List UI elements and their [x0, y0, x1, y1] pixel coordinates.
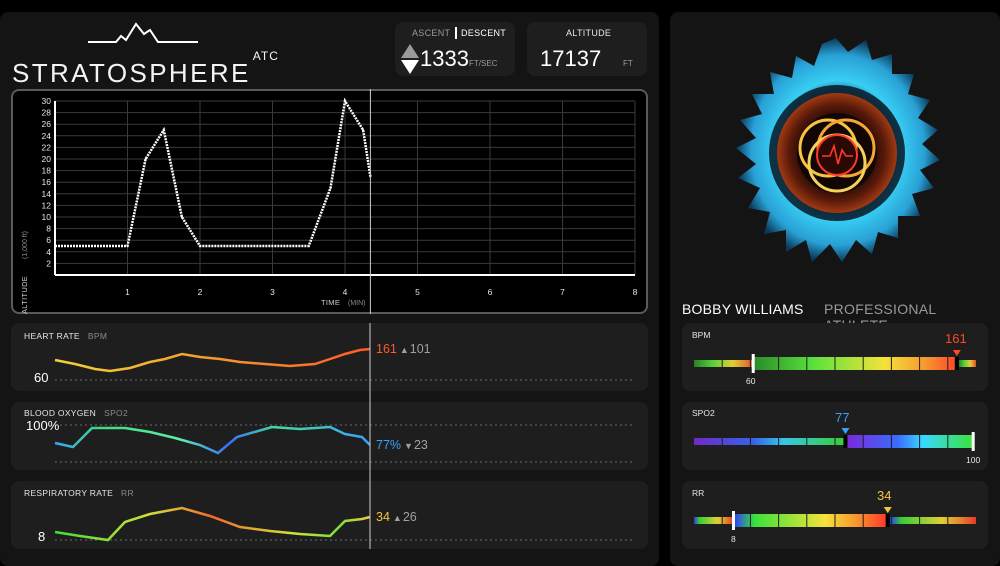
- descent-label: DESCENT: [461, 28, 507, 38]
- ascent-descent-divider: [455, 27, 457, 39]
- y-tick-label: 26: [42, 119, 52, 129]
- blood-oxygen-label: BLOOD OXYGEN SPO2: [24, 408, 128, 418]
- up-down-triangle-icon: [401, 44, 419, 74]
- x-tick-label: 4: [343, 287, 348, 297]
- spo2-gauge-track: [694, 438, 844, 445]
- y-tick-label: 14: [42, 189, 52, 199]
- altitude-point: [180, 216, 183, 218]
- hr-sparkline: [54, 347, 371, 373]
- x-tick-label: 6: [488, 287, 493, 297]
- spo2-sparkline: [54, 425, 371, 455]
- y-tick-label: 2: [46, 258, 51, 268]
- rr-gauge-value-marker: [885, 514, 890, 527]
- rr-gauge-value: 34: [877, 488, 892, 503]
- altitude-point: [126, 245, 129, 247]
- y-axis-label: ALTITUDE: [20, 276, 29, 314]
- altitude-unit: FT: [623, 59, 633, 68]
- rr-current-value: 34 ▲26: [376, 510, 417, 524]
- respiratory-rate-label: RESPIRATORY RATE RR: [24, 488, 134, 498]
- bpm-gauge-track: [694, 360, 754, 367]
- rr-gauge-limit-marker: [731, 511, 735, 530]
- y-tick-label: 8: [46, 224, 51, 234]
- rr-gauge-label: RR: [692, 488, 705, 498]
- bpm-gauge-pointer-icon: [952, 350, 961, 356]
- rr-gauge-tail: [889, 517, 976, 524]
- altitude-point: [307, 245, 310, 247]
- altitude-point: [199, 245, 201, 247]
- spo2-gauge-label: SPO2: [692, 408, 715, 418]
- altitude-point: [329, 187, 332, 189]
- x-tick-label: 7: [560, 287, 565, 297]
- x-axis-unit: (MIN): [348, 300, 366, 307]
- bpm-gauge-value-marker: [954, 357, 959, 370]
- spo2-current-value: 77% ▼23: [376, 438, 428, 452]
- y-tick-label: 24: [42, 131, 52, 141]
- y-tick-label: 10: [42, 212, 52, 222]
- mountain-logo-icon: [88, 22, 198, 43]
- spo2-gauge-bar: [847, 435, 974, 448]
- y-tick-label: 6: [46, 235, 51, 245]
- hr-current-value: 161 ▲101: [376, 342, 431, 356]
- spo2-gauge-value-marker: [843, 435, 848, 448]
- brand-title: STRATOSPHEREATC: [12, 49, 279, 88]
- up-triangle-icon: ▲: [399, 345, 409, 355]
- bpm-gauge-limit-marker: [751, 354, 755, 373]
- y-tick-label: 18: [42, 166, 52, 176]
- altitude-point: [362, 129, 365, 131]
- altitude-chart-frame: [11, 89, 648, 314]
- y-tick-label: 12: [42, 200, 52, 210]
- rr-gauge-pointer-icon: [883, 507, 892, 513]
- altitude-point: [54, 245, 56, 247]
- heart-rate-label: HEART RATE BPM: [24, 331, 108, 341]
- x-axis-label: TIME: [321, 298, 340, 307]
- x-tick-label: 3: [270, 287, 275, 297]
- altitude-point: [344, 100, 346, 102]
- altitude-value: 17137: [540, 46, 602, 71]
- altitude-point: [162, 129, 165, 131]
- bpm-gauge-min: 60: [746, 376, 756, 386]
- rr-sparkline: [54, 506, 371, 542]
- rr-gauge-bar: [733, 514, 886, 527]
- spo2-gauge-limit-marker: [971, 432, 975, 451]
- altitude-point: [144, 158, 147, 160]
- rr-baseline-value: 8: [38, 529, 46, 544]
- hr-baseline-value: 60: [34, 370, 49, 385]
- altitude-label: ALTITUDE: [566, 28, 612, 38]
- spo2-gauge-pointer-icon: [841, 428, 850, 434]
- ascent-unit: FT/SEC: [469, 59, 498, 68]
- y-tick-label: 4: [46, 247, 51, 257]
- heartbeat-ring-icon: [736, 38, 940, 262]
- y-tick-label: 28: [42, 108, 52, 118]
- rr-gauge-min: 8: [731, 534, 736, 544]
- spo2-gauge-max: 100: [966, 455, 981, 465]
- x-tick-label: 1: [125, 287, 130, 297]
- up-triangle-icon: ▲: [392, 513, 402, 523]
- blood-oxygen-card: [11, 402, 648, 470]
- y-tick-label: 22: [42, 142, 52, 152]
- x-tick-label: 5: [415, 287, 420, 297]
- bpm-gauge-tail: [958, 360, 976, 367]
- respiratory-rate-card: [11, 481, 648, 549]
- gauges: [694, 350, 976, 530]
- y-tick-label: 30: [42, 96, 52, 106]
- vitals-sparklines: [54, 323, 635, 549]
- altitude-box: [527, 22, 647, 76]
- x-tick-label: 8: [633, 287, 638, 297]
- bpm-gauge-label: BPM: [692, 330, 711, 340]
- spo2-gauge-value: 77: [835, 410, 850, 425]
- rr-gauge-track: [694, 517, 734, 524]
- y-axis-unit: (1,000 ft): [22, 231, 29, 259]
- ascent-label: ASCENT: [412, 28, 451, 38]
- bpm-gauge-value: 161: [945, 331, 967, 346]
- ascent-value: 1333: [420, 46, 469, 71]
- spo2-baseline-value: 100%: [26, 418, 60, 433]
- down-triangle-icon: ▼: [404, 441, 413, 451]
- y-tick-label: 20: [42, 154, 52, 164]
- athlete-name: BOBBY WILLIAMS: [682, 301, 804, 317]
- x-tick-label: 2: [198, 287, 203, 297]
- bpm-gauge-bar: [753, 357, 955, 370]
- y-tick-label: 16: [42, 177, 52, 187]
